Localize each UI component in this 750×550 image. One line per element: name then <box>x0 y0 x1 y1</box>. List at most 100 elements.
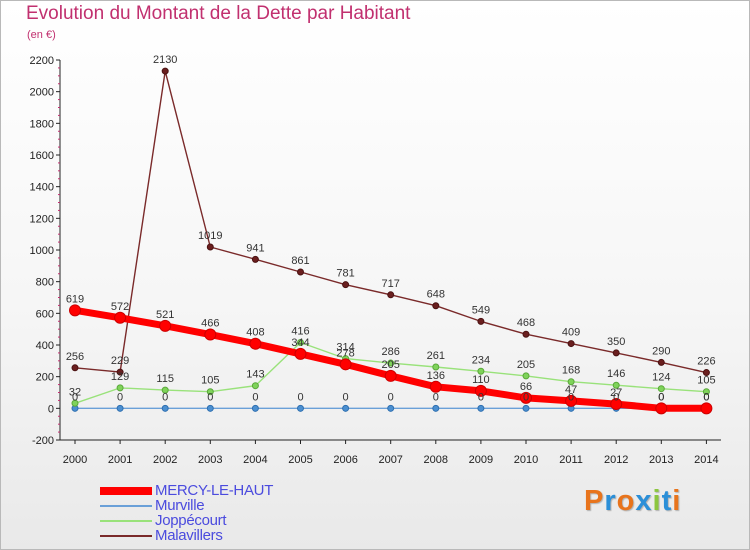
legend-swatch <box>100 487 152 495</box>
brand-letter: i <box>652 485 662 517</box>
data-label: 344 <box>291 337 309 349</box>
data-point <box>474 384 487 397</box>
data-label: 136 <box>427 370 445 382</box>
series-layer <box>69 67 713 415</box>
series-murville <box>71 404 710 412</box>
data-point <box>116 368 124 376</box>
data-point <box>702 388 710 396</box>
series-mercy-le-haut <box>69 304 713 415</box>
data-label: 466 <box>201 318 219 330</box>
chart-axes: -200020040060080010001200140016001800200… <box>30 55 721 466</box>
data-point <box>387 404 395 412</box>
data-label: 861 <box>291 255 309 267</box>
data-point <box>522 404 530 412</box>
x-tick-label: 2006 <box>333 454 357 466</box>
data-point <box>432 404 440 412</box>
data-label: 0 <box>658 391 664 403</box>
data-point <box>114 311 127 324</box>
data-point <box>429 380 442 393</box>
data-point <box>655 402 668 415</box>
data-label: 0 <box>343 391 349 403</box>
data-label: 229 <box>111 355 129 367</box>
data-point <box>657 358 665 366</box>
data-label: 32 <box>69 386 81 398</box>
data-point <box>251 382 259 390</box>
data-point <box>204 328 217 341</box>
data-label: 781 <box>336 268 354 280</box>
y-tick-label: 1400 <box>30 182 54 194</box>
data-point <box>432 302 440 310</box>
y-tick-label: 1200 <box>30 213 54 225</box>
data-point <box>251 255 259 263</box>
data-point <box>342 404 350 412</box>
data-label: 0 <box>72 391 78 403</box>
data-point <box>700 402 713 415</box>
data-point <box>161 386 169 394</box>
data-label: 941 <box>246 242 264 254</box>
data-label: 290 <box>652 345 670 357</box>
data-point <box>297 404 304 412</box>
data-label: 110 <box>472 374 490 386</box>
data-label: 0 <box>568 391 574 403</box>
data-point <box>339 358 352 371</box>
data-label: 143 <box>246 369 264 381</box>
legend-swatch <box>100 535 152 537</box>
data-point <box>567 340 575 348</box>
y-tick-label: 200 <box>36 372 54 384</box>
series-joppecourt <box>71 338 710 407</box>
data-point <box>477 404 485 412</box>
legend-item-murville: Murville <box>100 497 360 514</box>
data-label: 314 <box>336 342 354 354</box>
y-tick-label: 2000 <box>30 87 54 99</box>
y-tick-label: -200 <box>32 435 54 447</box>
legend-item-mercy-le-haut: MERCY-LE-HAUT <box>100 482 360 499</box>
brand-letter: o <box>616 485 636 517</box>
data-label: 129 <box>111 371 129 383</box>
data-label: 115 <box>156 373 174 385</box>
data-point <box>657 385 665 393</box>
data-label: 2130 <box>153 54 177 66</box>
data-label: 278 <box>336 347 354 359</box>
brand-letter: t <box>661 485 673 517</box>
y-tick-label: 800 <box>36 277 54 289</box>
data-point <box>297 268 304 276</box>
y-tick-label: 2200 <box>30 55 54 67</box>
data-label: 105 <box>201 375 219 387</box>
legend-label: Malavillers <box>155 527 223 544</box>
x-tick-label: 2013 <box>649 454 673 466</box>
data-label: 256 <box>66 351 84 363</box>
data-label: 350 <box>607 336 625 348</box>
x-tick-label: 2012 <box>604 454 628 466</box>
data-label: 0 <box>613 391 619 403</box>
data-point <box>567 378 575 386</box>
data-label: 619 <box>66 293 84 305</box>
data-label: 0 <box>658 391 664 403</box>
data-label: 286 <box>382 346 400 358</box>
y-tick-label: 400 <box>36 340 54 352</box>
data-label: 0 <box>703 391 709 403</box>
data-point <box>294 347 307 360</box>
data-label: 0 <box>478 391 484 403</box>
brand-logo: Proxiti <box>584 485 681 518</box>
data-point <box>477 317 485 325</box>
data-label: 0 <box>523 391 529 403</box>
data-label: 47 <box>565 384 577 396</box>
data-point <box>522 372 530 380</box>
data-point <box>159 319 172 332</box>
data-label: 0 <box>297 391 303 403</box>
y-tick-label: 0 <box>48 403 54 415</box>
series-malavillers <box>71 67 710 377</box>
data-point <box>161 404 169 412</box>
y-tick-label: 1800 <box>30 118 54 130</box>
legend: MERCY-LE-HAUT Murville Joppécourt Malavi… <box>100 482 360 544</box>
data-point <box>251 404 259 412</box>
brand-letter: P <box>584 485 605 517</box>
data-point <box>522 330 530 338</box>
legend-label: MERCY-LE-HAUT <box>155 482 274 499</box>
y-tick-label: 600 <box>36 308 54 320</box>
data-point <box>116 384 124 392</box>
data-point <box>206 404 214 412</box>
x-tick-label: 2007 <box>378 454 402 466</box>
x-tick-label: 2001 <box>108 454 132 466</box>
